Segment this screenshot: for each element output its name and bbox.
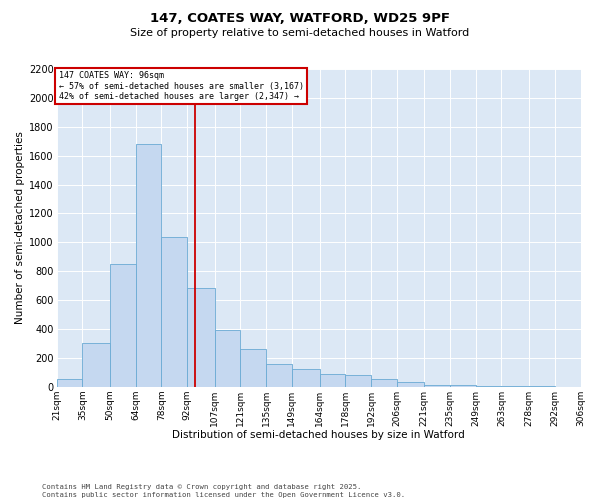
X-axis label: Distribution of semi-detached houses by size in Watford: Distribution of semi-detached houses by … (172, 430, 465, 440)
Text: Size of property relative to semi-detached houses in Watford: Size of property relative to semi-detach… (130, 28, 470, 38)
Bar (345, 375, 371, 386)
Y-axis label: Number of semi-detached properties: Number of semi-detached properties (15, 132, 25, 324)
Bar (266, 364, 292, 386)
Bar (371, 380, 397, 386)
Bar (450, 385, 476, 386)
Bar (110, 264, 136, 386)
Bar (397, 382, 424, 386)
Bar (292, 370, 320, 386)
Text: 147 COATES WAY: 96sqm
← 57% of semi-detached houses are smaller (3,167)
42% of s: 147 COATES WAY: 96sqm ← 57% of semi-deta… (59, 71, 304, 101)
Bar (241, 349, 266, 387)
Bar (82, 344, 110, 386)
Bar (215, 330, 241, 386)
Bar (424, 384, 450, 386)
Bar (187, 288, 215, 386)
Bar (320, 374, 345, 386)
Text: 147, COATES WAY, WATFORD, WD25 9PF: 147, COATES WAY, WATFORD, WD25 9PF (150, 12, 450, 26)
Bar (161, 236, 187, 386)
Bar (56, 378, 82, 386)
Bar (136, 144, 161, 386)
Text: Contains HM Land Registry data © Crown copyright and database right 2025.
Contai: Contains HM Land Registry data © Crown c… (42, 484, 405, 498)
